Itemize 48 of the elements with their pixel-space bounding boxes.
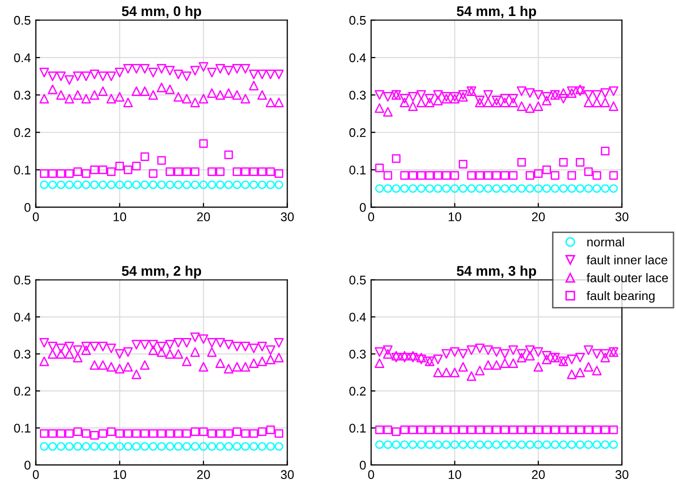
chart-title: 54 mm, 0 hp: [122, 6, 202, 19]
y-tick-label: 0.5: [14, 276, 30, 285]
y-tick-label: 0.1: [349, 166, 366, 174]
y-tick-label: 0.5: [349, 276, 366, 285]
legend-label: fault bearing: [586, 290, 655, 303]
y-tick-label: 0.3: [349, 90, 366, 100]
x-tick-label: 10: [114, 212, 126, 222]
x-tick-label: 0: [32, 212, 39, 222]
y-tick-label: 0.2: [14, 386, 30, 396]
y-tick-label: 0: [24, 460, 30, 470]
x-tick-label: 10: [448, 212, 462, 222]
y-tick-label: 0.4: [349, 53, 366, 62]
y-tick-label: 0.3: [14, 350, 30, 359]
y-tick-label: 0.2: [349, 128, 366, 138]
y-tick-label: 0.4: [349, 312, 366, 322]
x-tick-label: 10: [114, 470, 126, 480]
chart-title: 54 mm, 3 hp: [456, 266, 536, 279]
chart-title: 54 mm, 1 hp: [456, 6, 536, 19]
x-tick-label: 10: [448, 470, 462, 480]
y-tick-label: 0.3: [349, 350, 366, 359]
x-tick-label: 30: [280, 470, 294, 480]
x-tick-label: 0: [368, 470, 374, 480]
legend-label: fault inner lace: [586, 255, 668, 264]
chart-title: 54 mm, 2 hp: [122, 266, 202, 279]
y-tick-label: 0.5: [349, 16, 366, 25]
y-tick-label: 0.4: [14, 312, 31, 322]
x-tick-label: 30: [615, 212, 628, 222]
x-tick-label: 20: [197, 470, 210, 480]
y-tick-label: 0.2: [349, 386, 366, 396]
legend-label: normal: [587, 237, 624, 246]
x-tick-label: 0: [32, 470, 39, 480]
y-tick-label: 0.1: [349, 424, 366, 433]
y-tick-label: 0: [360, 460, 366, 470]
x-tick-label: 30: [280, 212, 294, 222]
legend-label: fault outer lace: [586, 273, 668, 282]
y-tick-label: 0: [360, 203, 366, 212]
y-tick-label: 0.3: [14, 90, 30, 100]
x-tick-label: 20: [532, 470, 545, 480]
y-tick-label: 0.4: [14, 53, 31, 62]
x-tick-label: 0: [368, 212, 374, 222]
x-tick-label: 20: [532, 212, 545, 222]
y-tick-label: 0.5: [14, 16, 30, 25]
y-tick-label: 0.1: [14, 424, 30, 433]
y-tick-label: 0: [24, 203, 30, 212]
y-tick-label: 0.2: [14, 128, 30, 138]
x-tick-label: 20: [197, 212, 210, 222]
x-tick-label: 30: [615, 470, 628, 480]
y-tick-label: 0.1: [14, 166, 30, 174]
